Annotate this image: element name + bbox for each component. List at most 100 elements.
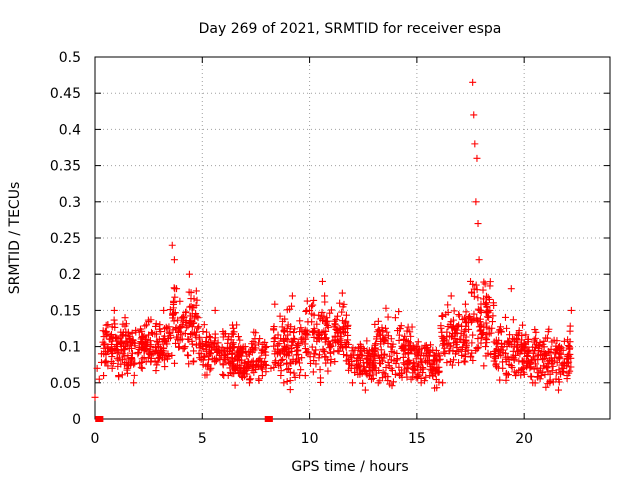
data-point	[382, 363, 390, 371]
data-point	[439, 379, 447, 387]
data-point	[121, 314, 129, 322]
data-point	[182, 308, 190, 316]
data-point	[482, 352, 490, 360]
data-point	[201, 371, 209, 379]
data-point	[315, 354, 323, 362]
data-point	[219, 360, 227, 368]
data-point	[397, 322, 405, 330]
data-point	[204, 362, 212, 370]
data-point	[302, 307, 310, 315]
data-point	[275, 348, 283, 356]
data-point	[444, 301, 452, 309]
data-point	[267, 364, 275, 372]
data-point	[474, 294, 482, 302]
data-point	[189, 358, 197, 366]
data-point	[118, 371, 126, 379]
data-point	[433, 363, 441, 371]
data-point	[311, 327, 319, 335]
data-point	[118, 332, 126, 340]
data-point	[401, 332, 409, 340]
data-point	[496, 348, 504, 356]
data-point	[359, 379, 367, 387]
data-point	[361, 386, 369, 394]
data-point	[469, 280, 477, 288]
data-point	[567, 354, 575, 362]
y-tick-label: 0.15	[50, 303, 81, 319]
data-point	[311, 350, 319, 358]
data-point	[256, 335, 264, 343]
data-point	[316, 315, 324, 323]
data-point	[119, 328, 127, 336]
data-point	[472, 281, 480, 289]
data-point	[402, 368, 410, 376]
data-point	[440, 339, 448, 347]
data-point	[405, 356, 413, 364]
data-point	[291, 373, 299, 381]
data-point	[395, 308, 403, 316]
data-point	[243, 352, 251, 360]
data-point	[488, 318, 496, 326]
data-point	[141, 322, 149, 330]
zero-sample-point	[97, 416, 104, 422]
data-point	[201, 352, 209, 360]
data-point	[537, 372, 545, 380]
data-point	[371, 341, 379, 349]
data-point	[343, 351, 351, 359]
data-point	[483, 339, 491, 347]
data-point	[487, 329, 495, 337]
data-point	[137, 338, 145, 346]
data-point	[191, 314, 199, 322]
data-point	[336, 299, 344, 307]
data-point	[460, 327, 468, 335]
data-point	[310, 296, 318, 304]
data-point	[182, 324, 190, 332]
data-point	[258, 372, 266, 380]
data-point	[375, 366, 383, 374]
data-point	[117, 360, 125, 368]
data-point	[439, 334, 447, 342]
data-point	[566, 350, 574, 358]
data-point	[213, 348, 221, 356]
data-point	[286, 386, 294, 394]
data-point	[377, 360, 385, 368]
data-point	[234, 347, 242, 355]
data-point	[475, 256, 483, 264]
data-point	[542, 350, 550, 358]
data-point	[250, 346, 258, 354]
data-point	[100, 372, 108, 380]
data-point	[219, 370, 227, 378]
data-point	[468, 339, 476, 347]
data-point	[481, 280, 489, 288]
data-point	[460, 357, 468, 365]
data-point	[400, 341, 408, 349]
data-point	[102, 328, 110, 336]
data-point	[250, 328, 258, 336]
data-point	[187, 289, 195, 297]
data-point	[455, 312, 463, 320]
data-point	[526, 364, 534, 372]
data-point	[272, 360, 280, 368]
data-point	[141, 345, 149, 353]
data-point	[132, 326, 140, 334]
data-point	[143, 340, 151, 348]
data-point	[525, 347, 533, 355]
data-point	[275, 340, 283, 348]
data-point	[196, 344, 204, 352]
data-point	[196, 335, 204, 343]
data-point	[330, 348, 338, 356]
data-point	[274, 347, 282, 355]
data-point	[563, 375, 571, 383]
data-point	[437, 322, 445, 330]
data-point	[308, 302, 316, 310]
data-point	[169, 314, 177, 322]
data-point	[473, 154, 481, 162]
data-point	[321, 298, 329, 306]
data-point	[120, 352, 128, 360]
data-point	[541, 362, 549, 370]
data-point	[192, 287, 200, 295]
data-point	[279, 355, 287, 363]
data-point	[145, 331, 153, 339]
data-point	[252, 329, 260, 337]
data-point	[274, 341, 282, 349]
data-point	[401, 350, 409, 358]
